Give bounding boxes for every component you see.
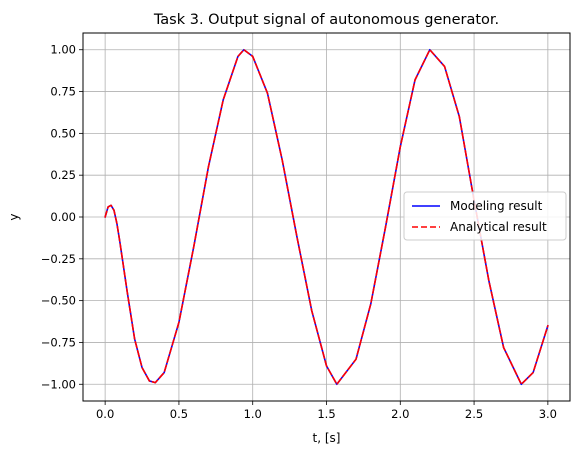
x-axis-label: t, [s] <box>313 431 341 445</box>
grid <box>83 33 570 401</box>
x-tick-label: 1.0 <box>244 407 262 421</box>
chart-title: Task 3. Output signal of autonomous gene… <box>153 12 499 28</box>
x-tick-label: 1.5 <box>317 407 335 421</box>
legend-box <box>403 191 567 241</box>
y-tick-label: −1.00 <box>41 377 76 391</box>
series-layer <box>104 48 549 386</box>
axis-ticks: 0.0 0.5 1.0 1.5 2.0 2.5 3.0 1.00 0.75 0.50 0.25 0.0… <box>41 43 557 421</box>
x-tick-label: 2.5 <box>465 407 483 421</box>
y-tick-label: 0.00 <box>50 210 76 224</box>
x-tick-label: 2.0 <box>391 407 409 421</box>
series-line-analytical <box>104 48 549 386</box>
x-tick-label: 0.5 <box>170 407 188 421</box>
y-tick-label: 0.25 <box>50 168 76 182</box>
y-axis-label: y <box>7 213 21 220</box>
y-tick-label: −0.25 <box>41 252 76 266</box>
y-tick-label: −0.75 <box>41 335 76 349</box>
y-tick-label: 0.75 <box>50 85 76 99</box>
y-tick-label: 1.00 <box>50 43 76 57</box>
legend: Modeling result Analytical result <box>403 191 567 241</box>
y-tick-label: 0.50 <box>50 126 76 140</box>
legend-label-modeling: Modeling result <box>450 199 543 213</box>
y-tick-label: −0.50 <box>41 294 76 308</box>
x-tick-label: 3.0 <box>539 407 557 421</box>
legend-label-analytical: Analytical result <box>450 220 547 234</box>
x-tick-label: 0.0 <box>96 407 114 421</box>
